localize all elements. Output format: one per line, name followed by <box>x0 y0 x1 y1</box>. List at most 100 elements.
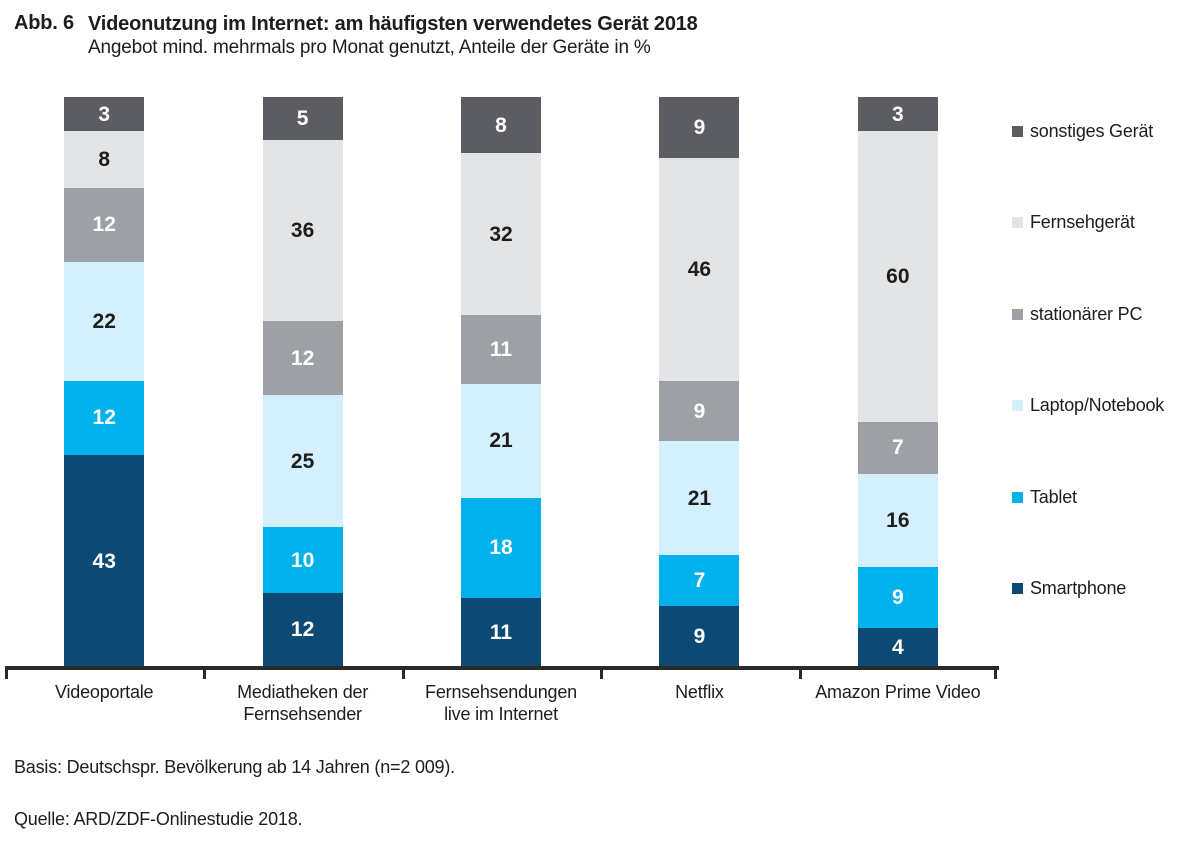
segment-value-label: 36 <box>290 219 315 243</box>
bar-segment: 21 <box>659 441 740 555</box>
segment-value-label: 21 <box>687 486 712 510</box>
legend-swatch-icon <box>1012 400 1023 412</box>
bar-segment: 12 <box>64 380 145 456</box>
segment-value-label: 22 <box>92 309 116 333</box>
bar-segment: 12 <box>262 592 343 668</box>
bar-segment: 43 <box>64 455 145 667</box>
segment-value-label: 7 <box>891 436 904 460</box>
bar-segment: 25 <box>262 395 343 528</box>
segment-value-label: 60 <box>886 265 910 288</box>
bar-segment: 18 <box>461 497 542 598</box>
segment-value-label: 18 <box>489 536 513 560</box>
bar-segment: 21 <box>461 384 542 498</box>
category-label: Amazon Prime Video <box>815 682 981 702</box>
bar-segment: 3 <box>857 97 938 132</box>
figure-number-label: Abb. 6 <box>14 12 74 34</box>
axis-tick <box>994 670 997 679</box>
bar-segment: 7 <box>857 421 938 474</box>
bar-segment: 7 <box>659 554 740 607</box>
legend-label: Fernsehgerät <box>1030 212 1135 233</box>
legend-item: Laptop/Notebook <box>1012 395 1194 416</box>
bar-segment: 9 <box>659 97 740 158</box>
segment-value-label: 9 <box>693 625 706 649</box>
legend-item: sonstiges Gerät <box>1012 121 1194 142</box>
chart-legend: sonstiges Gerät Fernsehgerät stationärer P… <box>1012 121 1194 599</box>
segment-value-label: 9 <box>693 115 706 139</box>
bar-segment: 9 <box>659 380 740 442</box>
bar-segment: 32 <box>461 153 542 315</box>
bar-segment: 3 <box>64 97 145 132</box>
bar-segment: 9 <box>857 566 938 629</box>
category-label: Mediatheken der Fernsehsender <box>237 682 369 724</box>
legend-swatch-icon <box>1012 126 1023 137</box>
segment-value-label: 12 <box>92 213 116 237</box>
segment-value-label: 9 <box>693 399 706 423</box>
stacked-bar: 3 60 7 16 9 4 <box>857 97 938 667</box>
segment-value-label: 12 <box>92 406 116 430</box>
bar-column: 9 46 9 21 7 9 <box>600 97 798 667</box>
segment-value-label: 7 <box>693 569 706 593</box>
axis-tick <box>600 670 604 679</box>
legend-item: Fernsehgerät <box>1012 212 1194 233</box>
chart-subtitle: Angebot mind. mehrmals pro Monat genutzt… <box>88 37 651 58</box>
segment-value-label: 12 <box>290 346 315 370</box>
bar-column: 3 8 12 22 12 43 <box>5 97 203 667</box>
segment-value-label: 43 <box>92 549 116 573</box>
segment-value-label: 8 <box>495 113 507 137</box>
bar-segment: 22 <box>64 262 145 381</box>
segment-value-label: 10 <box>290 548 315 572</box>
bar-segment: 4 <box>857 628 938 667</box>
legend-label: Smartphone <box>1030 577 1127 598</box>
segment-value-label: 9 <box>891 585 904 609</box>
category-label: Videoportale <box>55 682 154 702</box>
legend-swatch-icon <box>1012 217 1023 229</box>
basis-note: Basis: Deutschspr. Bevölkerung ab 14 Jah… <box>14 757 455 777</box>
segment-value-label: 16 <box>886 508 910 532</box>
bar-segment: 9 <box>659 606 740 667</box>
bar-segment: 60 <box>857 131 938 422</box>
stacked-bar: 8 32 11 21 18 11 <box>461 97 542 667</box>
legend-item: Tablet <box>1012 487 1194 508</box>
legend-item: stationärer PC <box>1012 304 1194 325</box>
bar-segment: 46 <box>659 157 740 381</box>
segment-value-label: 5 <box>296 107 309 131</box>
x-axis-line <box>5 666 999 670</box>
legend-item: Smartphone <box>1012 578 1194 599</box>
legend-swatch-icon <box>1012 582 1023 594</box>
chart-title: Videonutzung im Internet: am häufigsten … <box>88 13 698 35</box>
axis-tick <box>5 670 8 679</box>
segment-value-label: 32 <box>489 222 513 246</box>
legend-label: sonstiges Gerät <box>1030 121 1154 141</box>
bar-segment: 12 <box>262 321 343 396</box>
segment-value-label: 21 <box>489 429 513 453</box>
category-label: Netflix <box>675 682 724 702</box>
axis-tick <box>401 670 405 679</box>
stacked-bar: 3 8 12 22 12 43 <box>64 97 145 667</box>
segment-value-label: 11 <box>489 620 513 644</box>
segment-value-label: 11 <box>489 338 513 362</box>
segment-value-label: 3 <box>891 102 904 126</box>
bar-segment: 11 <box>461 597 542 667</box>
bar-segment: 11 <box>461 314 542 385</box>
bar-segment: 8 <box>64 131 145 188</box>
legend-label: stationärer PC <box>1030 303 1143 324</box>
plot-area: 3 8 12 22 12 43 5 36 12 25 10 12 8 32 11 21 18 11 9 46 9 21 7 9… <box>5 97 997 668</box>
bar-column: 3 60 7 16 9 4 <box>799 97 997 667</box>
bar-segment: 8 <box>461 97 542 154</box>
bar-segment: 5 <box>262 97 343 141</box>
legend-label: Laptop/Notebook <box>1030 395 1165 416</box>
legend-swatch-icon <box>1012 308 1023 320</box>
figure-titles: Videonutzung im Internet: am häufigsten … <box>88 12 988 60</box>
bar-segment: 36 <box>262 140 343 322</box>
bar-column: 5 36 12 25 10 12 <box>203 97 401 668</box>
axis-tick <box>798 670 802 679</box>
bar-column: 8 32 11 21 18 11 <box>402 97 600 667</box>
source-note: Quelle: ARD/ZDF-Onlinestudie 2018. <box>14 809 303 829</box>
category-label: Fernsehsendungen live im Internet <box>425 682 577 724</box>
segment-value-label: 12 <box>290 618 315 642</box>
segment-value-label: 3 <box>98 102 111 126</box>
stacked-bar: 5 36 12 25 10 12 <box>262 97 343 668</box>
segment-value-label: 8 <box>98 148 111 172</box>
segment-value-label: 25 <box>290 449 315 473</box>
